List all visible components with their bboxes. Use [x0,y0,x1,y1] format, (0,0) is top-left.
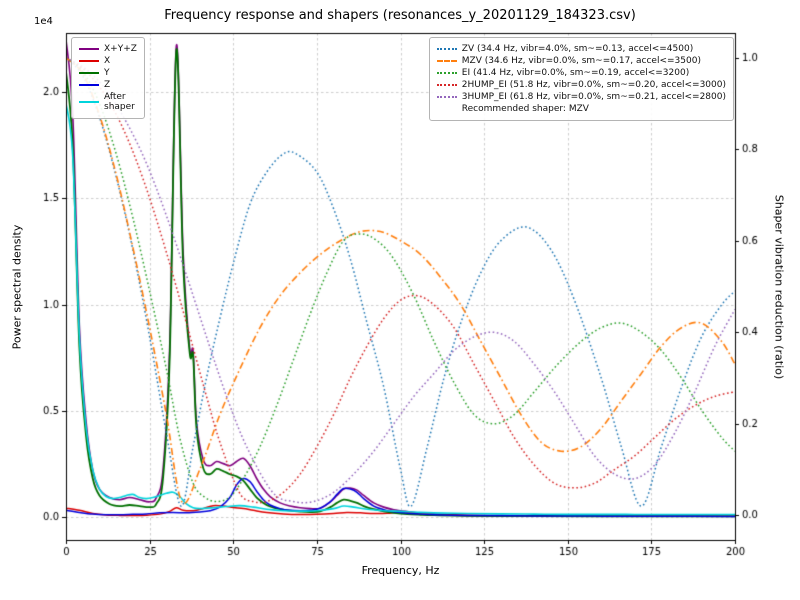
legend-label: 3HUMP_EI (61.8 Hz, vibr=0.0%, sm~=0.21, … [461,92,726,102]
chart-title: Frequency response and shapers (resonanc… [164,8,636,23]
y-axis-multiplier: 1e4 [34,16,53,27]
line-sample-icon [436,96,457,98]
psd-legend: X+Y+Z X Y Z After shaper [71,37,145,119]
line-sample-icon [79,101,99,103]
line-sample-icon [436,48,457,50]
legend-label: X [104,56,111,66]
legend-label: Y [104,68,110,78]
legend-label: Z [104,80,111,90]
line-sample-icon [79,60,99,62]
legend-label: MZV (34.6 Hz, vibr=0.0%, sm~=0.17, accel… [461,56,701,66]
x-axis-label: Frequency, Hz [361,564,440,577]
legend-item-y: Y [79,68,137,78]
legend-label: After shaper [104,92,135,112]
legend-label: ZV (34.4 Hz, vibr=4.0%, sm~=0.13, accel<… [461,44,694,54]
legend-label: X+Y+Z [104,44,137,54]
shaper-legend: ZV (34.4 Hz, vibr=4.0%, sm~=0.13, accel<… [428,37,734,121]
legend-item-ei: EI (41.4 Hz, vibr=0.0%, sm~=0.19, accel<… [436,68,726,78]
line-sample-icon [79,48,99,50]
legend-item-2hump-ei: 2HUMP_EI (51.8 Hz, vibr=0.0%, sm~=0.20, … [436,80,726,90]
right-y-axis-label: Shaper vibration reduction (ratio) [772,194,786,380]
legend-item-mzv: MZV (34.6 Hz, vibr=0.0%, sm~=0.17, accel… [436,56,726,66]
legend-note-label: Recommended shaper: MZV [461,104,589,114]
line-sample-icon [436,72,457,74]
legend-item-xyz: X+Y+Z [79,44,137,54]
legend-item-3hump-ei: 3HUMP_EI (61.8 Hz, vibr=0.0%, sm~=0.21, … [436,92,726,102]
recommended-shaper-note: Recommended shaper: MZV [437,104,726,114]
legend-label: 2HUMP_EI (51.8 Hz, vibr=0.0%, sm~=0.20, … [461,80,726,90]
legend-item-z: Z [79,80,137,90]
legend-item-zv: ZV (34.4 Hz, vibr=4.0%, sm~=0.13, accel<… [436,44,726,54]
legend-label: EI (41.4 Hz, vibr=0.0%, sm~=0.19, accel<… [461,68,690,78]
left-y-axis-label: Power spectral density [10,224,24,350]
line-sample-icon [79,84,99,86]
line-sample-icon [436,60,457,62]
legend-item-after-shaper: After shaper [79,92,137,112]
legend-item-x: X [79,56,137,66]
line-sample-icon [79,72,99,74]
line-sample-icon [436,84,457,86]
